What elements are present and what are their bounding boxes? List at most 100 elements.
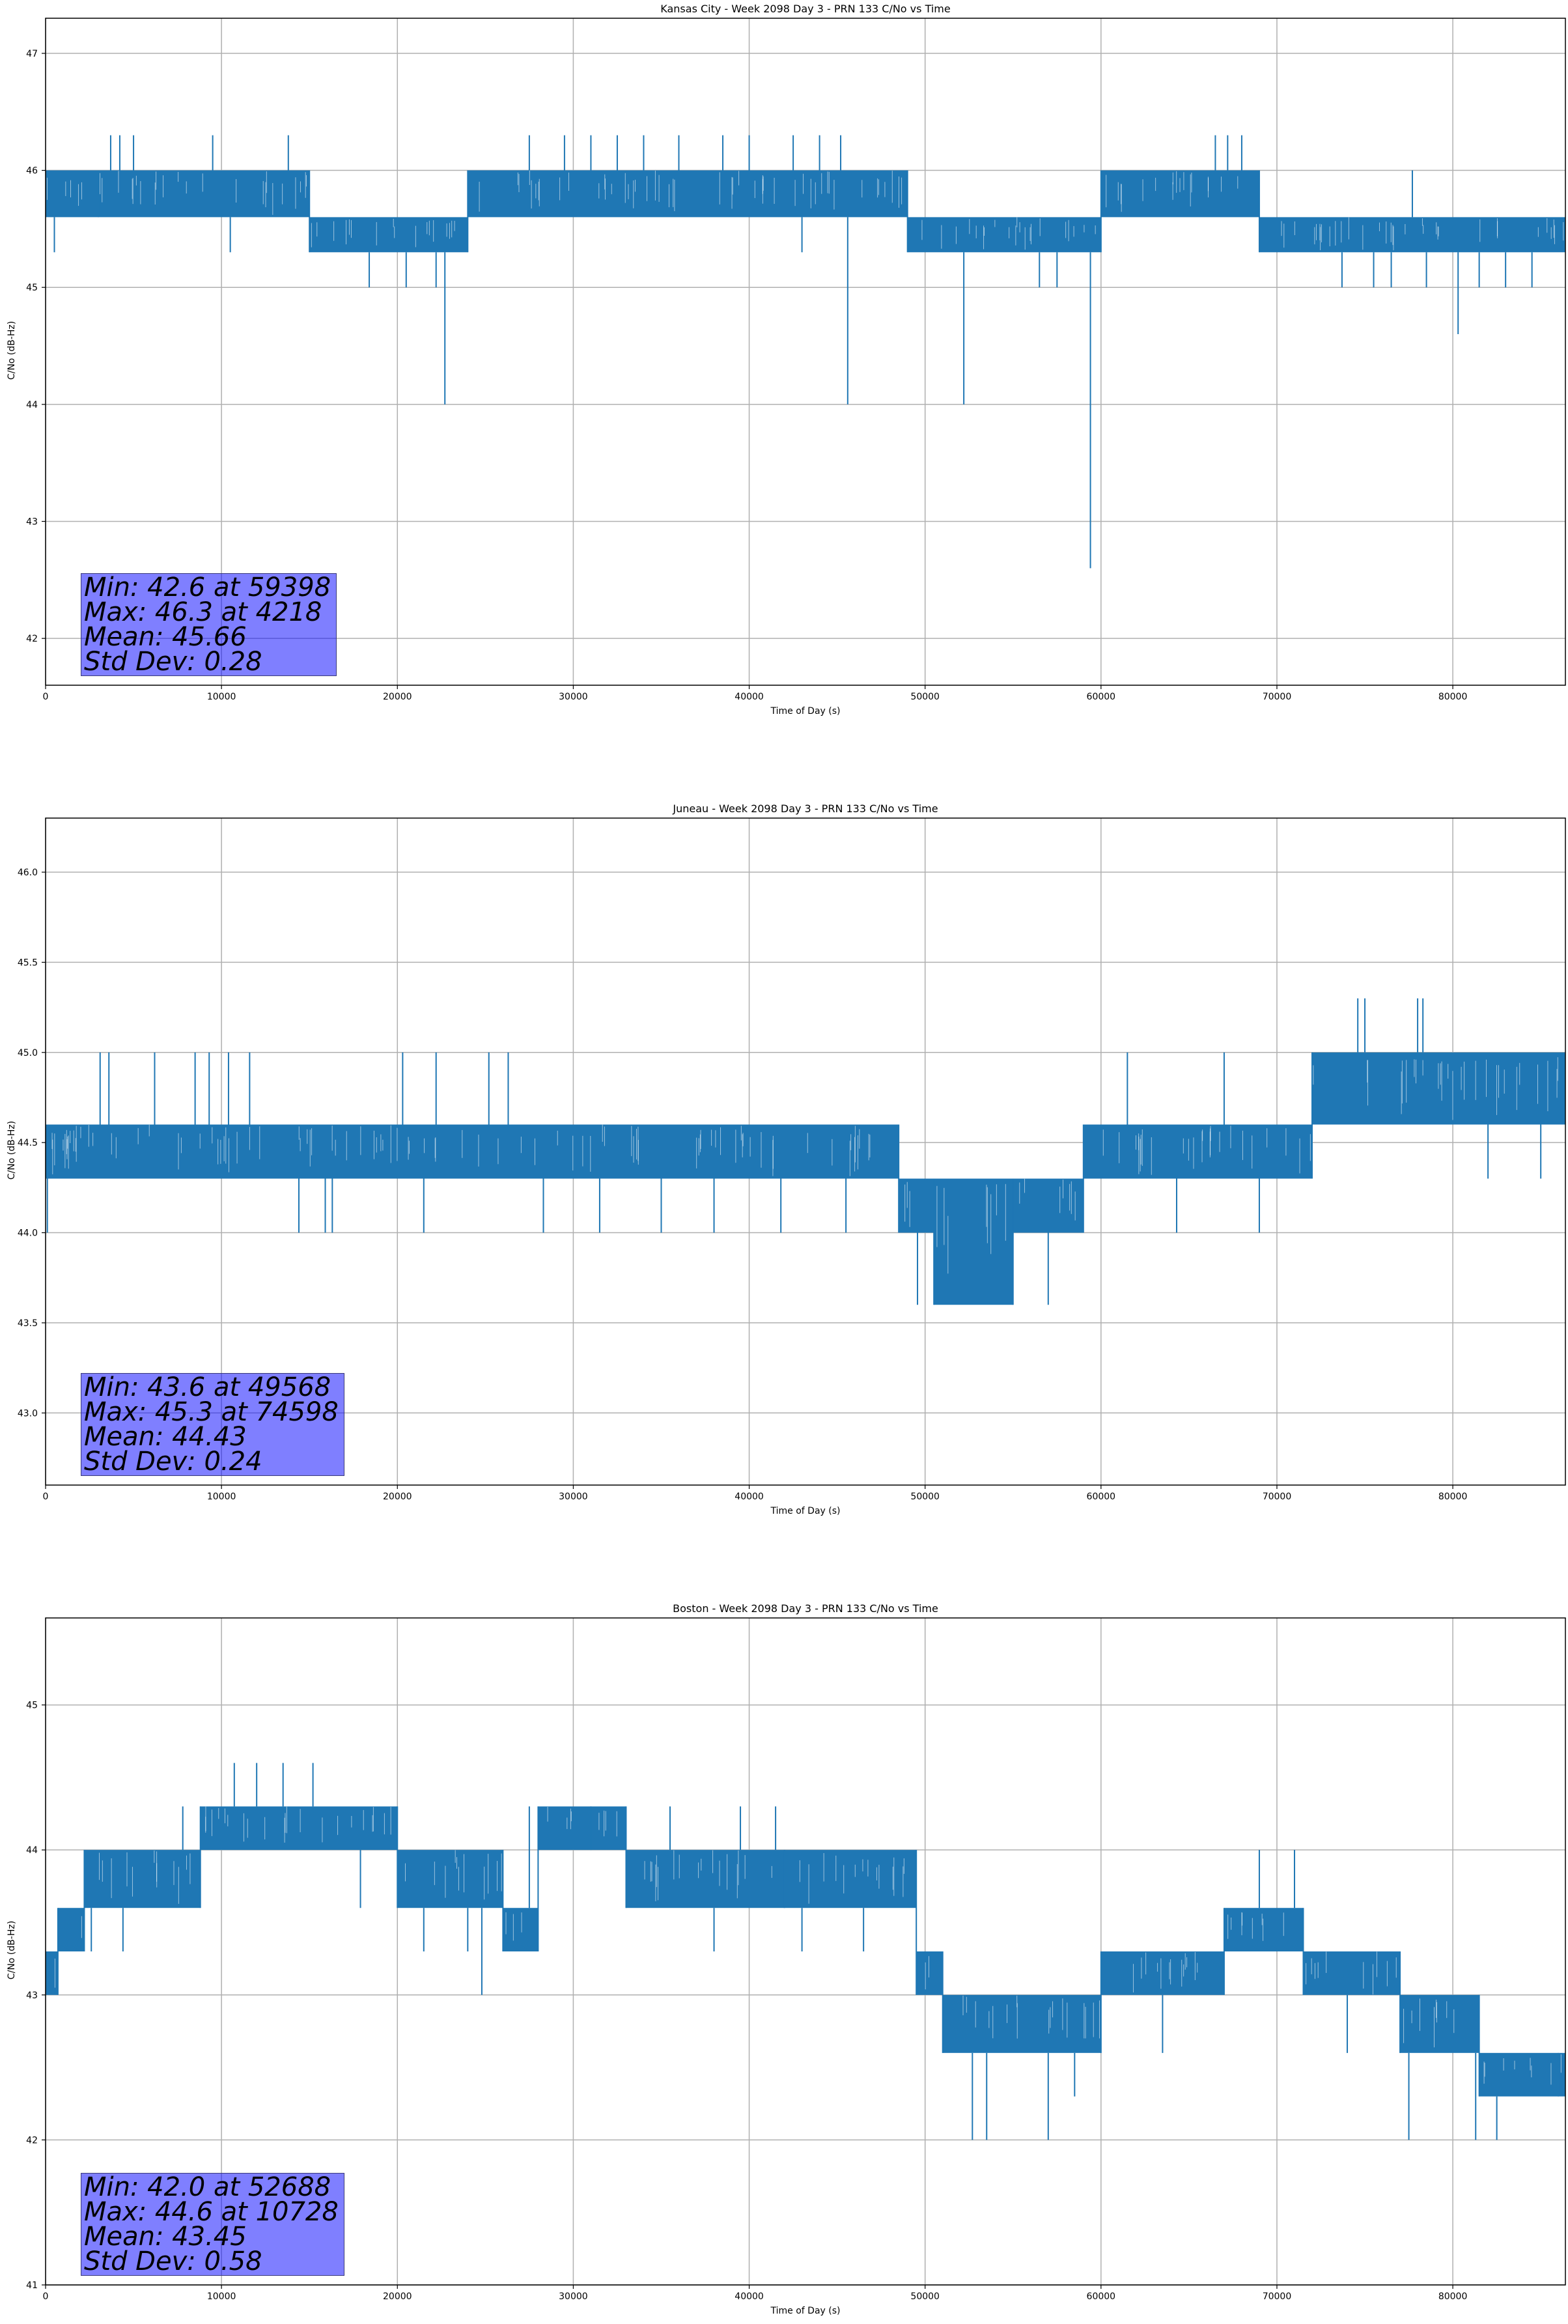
series-c-no [46,135,1565,569]
stats-box: Min: 42.0 at 52688 Max: 44.6 at 10728 Me… [81,2173,344,2276]
series-band [1400,1994,1479,2053]
series-band [1100,1951,1224,1995]
y-tick-label: 43 [26,517,38,527]
series-c-no [46,1763,1565,2140]
x-tick-label: 10000 [207,692,236,702]
axes-frame [45,817,1566,1486]
series-band [916,1951,943,1995]
x-tick-label: 80000 [1438,1492,1468,1502]
x-tick-label: 10000 [207,2291,236,2302]
series-band [57,1908,85,1951]
x-tick-label: 30000 [559,692,588,702]
y-tick-label: 42 [26,2135,38,2146]
series-band [1479,2052,1565,2097]
series-band [942,1994,1101,2053]
x-tick-label: 70000 [1263,1492,1292,1502]
stat-max: Max: 45.3 at 74598 [84,1397,339,1427]
chart-title: Kansas City - Week 2098 Day 3 - PRN 133 … [660,3,951,15]
x-tick-label: 80000 [1438,692,1468,702]
x-tick-label: 60000 [1087,692,1116,702]
series-band [538,1806,626,1850]
series-band [46,170,99,218]
y-tick-label: 43 [26,1991,38,2001]
series-band [503,1908,539,1951]
y-tick-label: 41 [26,2280,38,2291]
series-band [1303,1951,1401,1995]
y-tick-label: 45 [26,1701,38,1711]
y-tick-label: 44.0 [18,1228,38,1239]
plot-area: 0 10000 20000 30000 40000 50000 60000 70000 8000… [26,18,1566,702]
y-tick-label: 45.0 [18,1048,38,1058]
series-band [907,217,1101,253]
x-tick-label: 20000 [383,2291,412,2302]
stat-mean: Mean: 45.66 [84,622,247,652]
series-band [626,1850,785,1908]
stat-min: Min: 42.0 at 52688 [84,2172,331,2202]
series-band [1083,1124,1312,1179]
stat-mean: Mean: 44.43 [84,1422,247,1452]
series-band [46,1124,899,1179]
chart-title: Juneau - Week 2098 Day 3 - PRN 133 C/No … [673,802,938,815]
series-band [468,170,908,218]
series-band [784,1850,917,1908]
x-tick-label: 10000 [207,1492,236,1502]
y-tick-label: 44 [26,400,38,410]
axes-frame [45,18,1566,686]
series-band [397,1850,503,1908]
chart-panel-boston: Boston - Week 2098 Day 3 - PRN 133 C/No … [0,1600,1568,2324]
series-band [98,170,310,218]
y-tick-label: 46.0 [18,868,38,878]
series-band [1259,217,1565,253]
x-tick-label: 30000 [559,1492,588,1502]
y-tick-label: 47 [26,49,38,59]
x-tick-label: 40000 [735,692,764,702]
series-band [200,1806,398,1850]
y-axis-label: C/No (dB-Hz) [7,320,17,380]
x-tick-label: 80000 [1438,2291,1468,2302]
plot-area: 0 10000 20000 30000 40000 50000 60000 70000 8000… [26,1617,1566,2302]
y-tick-label: 43.5 [18,1318,38,1329]
stat-max: Max: 44.6 at 10728 [84,2197,339,2227]
x-tick-label: 40000 [735,1492,764,1502]
axes-frame [45,1617,1566,2286]
y-tick-label: 44 [26,1845,38,1856]
plot-area: 0 10000 20000 30000 40000 50000 60000 70000 8000… [18,817,1566,1502]
series-band [84,1850,201,1908]
series-band [1100,170,1259,218]
stat-min: Min: 42.6 at 59398 [84,573,331,602]
stat-max: Max: 46.3 at 4218 [84,597,322,627]
x-tick-label: 60000 [1087,2291,1116,2302]
stat-mean: Mean: 43.45 [84,2222,247,2252]
x-tick-label: 20000 [383,692,412,702]
x-tick-label: 0 [43,692,49,702]
series-band [1224,1908,1304,1951]
series-band [1013,1178,1084,1233]
stat-std-dev: Std Dev: 0.28 [84,647,262,677]
series-band [899,1178,934,1233]
x-tick-label: 70000 [1263,2291,1292,2302]
stats-box: Min: 43.6 at 49568 Max: 45.3 at 74598 Me… [81,1373,344,1476]
series-band [309,217,468,253]
x-axis-label: Time of Day (s) [770,1506,841,1516]
series-band [934,1178,1013,1305]
y-tick-label: 45 [26,283,38,293]
series-band [1312,1052,1565,1125]
chart-title: Boston - Week 2098 Day 3 - PRN 133 C/No … [673,1602,938,1615]
stat-std-dev: Std Dev: 0.24 [84,1447,262,1477]
x-axis-label: Time of Day (s) [770,2306,841,2316]
series-c-no [46,998,1565,1305]
stat-std-dev: Std Dev: 0.58 [84,2246,262,2276]
y-axis-label: C/No (dB-Hz) [7,1920,17,1980]
x-tick-label: 60000 [1087,1492,1116,1502]
x-tick-label: 70000 [1263,692,1292,702]
x-axis-label: Time of Day (s) [770,706,841,716]
grid [45,18,1565,685]
series-band [46,1951,58,1995]
y-tick-label: 46 [26,166,38,177]
x-tick-label: 40000 [735,2291,764,2302]
chart-panel-juneau: Juneau - Week 2098 Day 3 - PRN 133 C/No … [0,800,1568,1524]
x-tick-label: 0 [43,2291,49,2302]
x-tick-label: 50000 [910,1492,940,1502]
y-axis-label: C/No (dB-Hz) [7,1120,17,1180]
